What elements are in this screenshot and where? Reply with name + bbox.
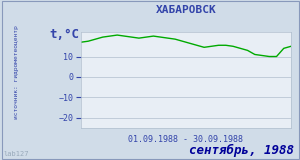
Text: ХАБАРОВСК: ХАБАРОВСК xyxy=(156,5,216,15)
Text: lab127: lab127 xyxy=(3,151,29,157)
Text: сентябрь, 1988: сентябрь, 1988 xyxy=(189,144,294,157)
Text: t,°C: t,°C xyxy=(50,28,80,41)
Text: 01.09.1988 - 30.09.1988: 01.09.1988 - 30.09.1988 xyxy=(128,135,244,144)
Text: источник: гидрометеоцентр: источник: гидрометеоцентр xyxy=(14,25,19,119)
